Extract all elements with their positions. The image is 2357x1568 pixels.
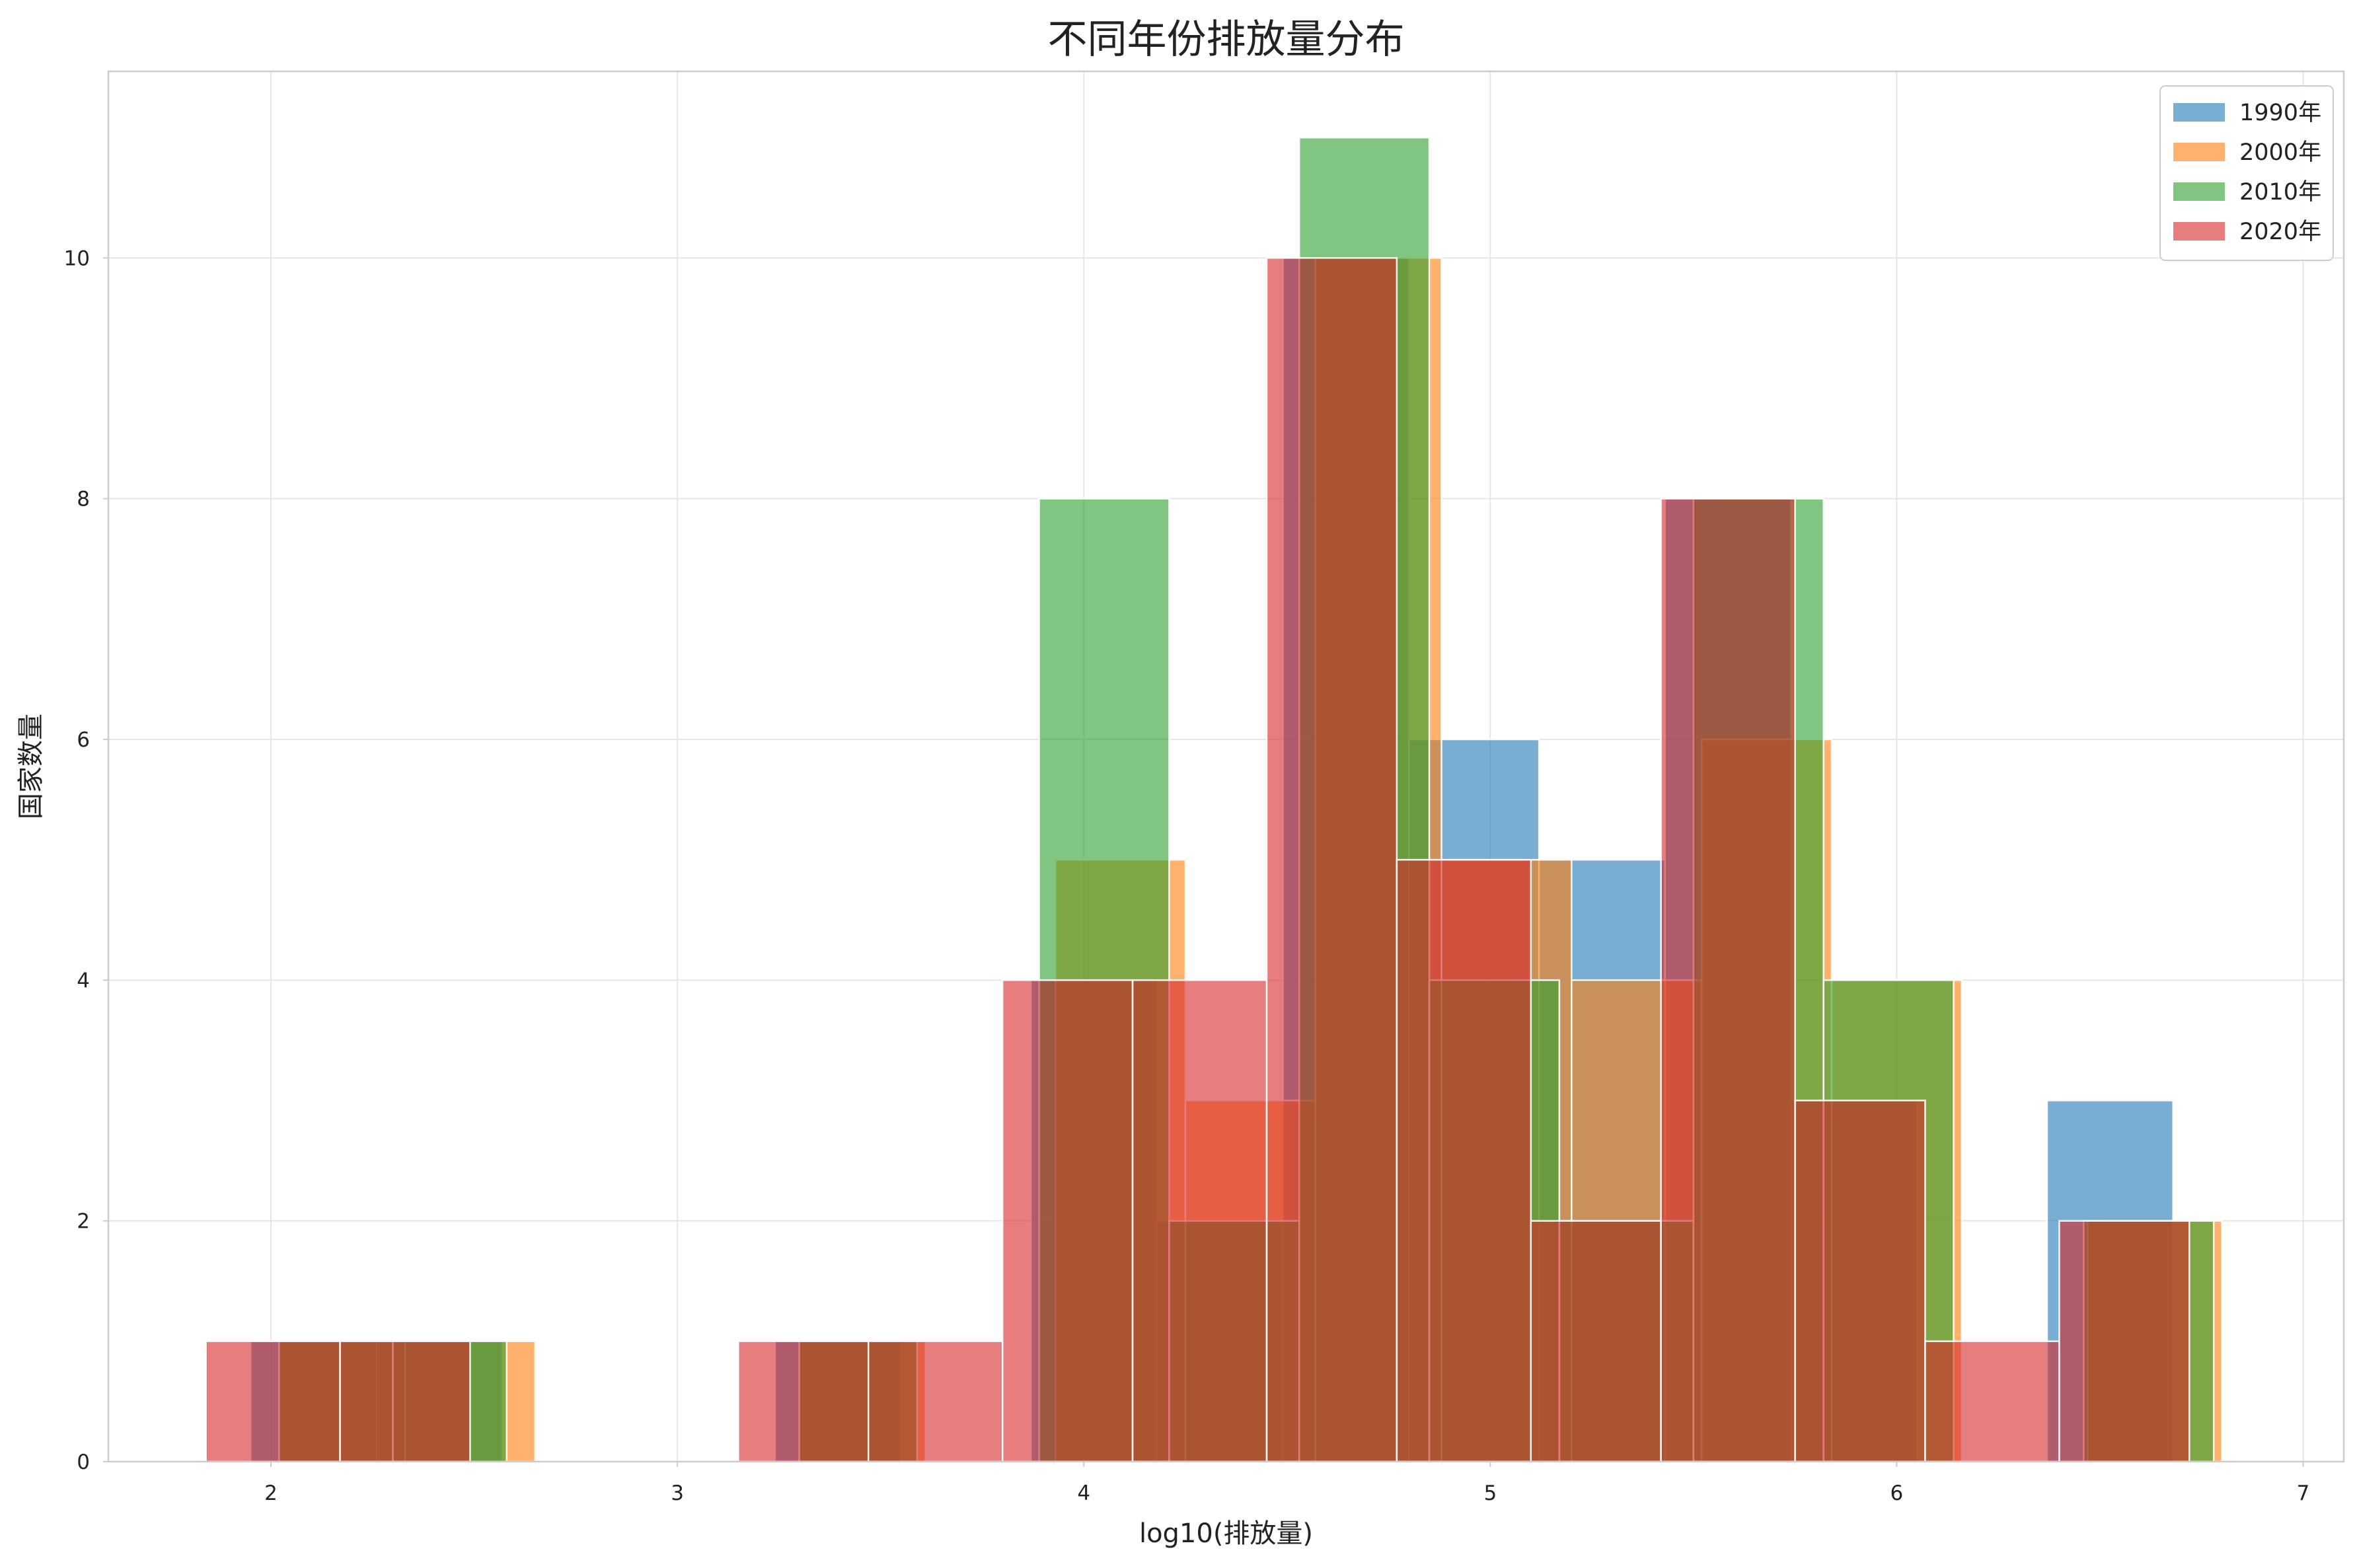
x-tick-label: 7 <box>2297 1481 2310 1505</box>
x-tick-label: 4 <box>1077 1481 1090 1505</box>
legend: 1990年 2000年 2010年 2020年 <box>2159 85 2334 261</box>
y-tick-label: 8 <box>77 488 90 511</box>
histogram-bar <box>867 1340 1004 1463</box>
bars-layer <box>205 136 2223 1463</box>
y-axis-title: 国家数量 <box>16 714 46 819</box>
y-tick-label: 10 <box>64 246 90 270</box>
histogram-bar <box>339 1340 471 1463</box>
ticks-layer: 2 3 4 5 6 7 0 2 4 6 8 10 <box>64 246 2310 1505</box>
histogram-bar <box>737 1340 870 1463</box>
histogram-bar <box>1530 1220 1662 1463</box>
histogram-bar <box>205 1340 341 1463</box>
x-tick-label: 2 <box>264 1481 278 1505</box>
legend-box <box>2159 85 2334 261</box>
series-3 <box>205 257 2190 1463</box>
histogram-bar <box>2058 1220 2190 1463</box>
y-tick-label: 2 <box>77 1210 90 1234</box>
legend-swatch <box>2173 143 2225 161</box>
legend-label: 1990年 <box>2239 100 2321 126</box>
histogram-bar <box>1396 858 1532 1463</box>
legend-swatch <box>2173 182 2225 201</box>
histogram-bar <box>1660 498 1796 1463</box>
x-axis-title: log10(排放量) <box>1139 1518 1313 1549</box>
y-tick-label: 6 <box>77 728 90 752</box>
x-tick-label: 3 <box>671 1481 684 1505</box>
histogram-bar <box>1794 1100 1926 1463</box>
legend-swatch <box>2173 222 2225 241</box>
y-tick-label: 0 <box>77 1450 90 1474</box>
plot-area-frame <box>107 70 2345 1463</box>
chart-title: 不同年份排放量分布 <box>1048 17 1405 63</box>
legend-swatch <box>2173 103 2225 122</box>
histogram-bar <box>1131 979 1268 1463</box>
x-tick-label: 5 <box>1483 1481 1497 1505</box>
legend-label: 2020年 <box>2239 219 2321 245</box>
histogram-bar <box>1001 979 1134 1463</box>
x-tick-label: 6 <box>1890 1481 1904 1505</box>
histogram-bar <box>1265 257 1398 1463</box>
histogram-bar <box>1924 1340 2060 1463</box>
legend-label: 2010年 <box>2239 179 2321 205</box>
legend-label: 2000年 <box>2239 139 2321 166</box>
y-tick-label: 4 <box>77 969 90 992</box>
